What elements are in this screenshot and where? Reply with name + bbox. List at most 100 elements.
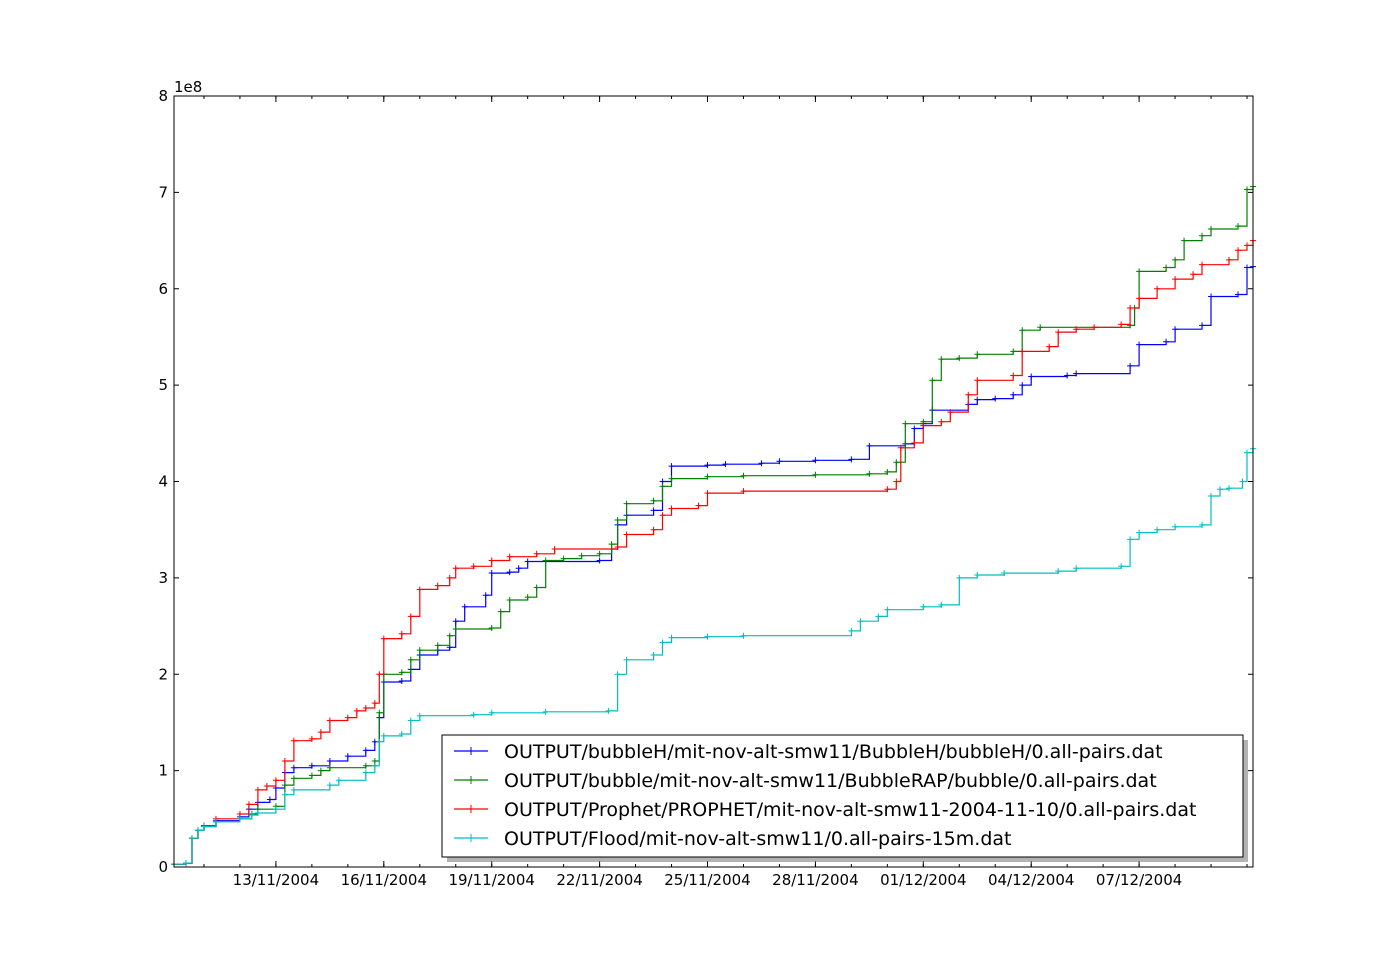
data-point bbox=[461, 603, 468, 610]
data-point bbox=[398, 677, 405, 684]
data-point bbox=[380, 635, 387, 642]
data-point bbox=[245, 801, 252, 808]
data-point bbox=[893, 478, 900, 485]
data-point bbox=[1136, 268, 1143, 275]
data-point bbox=[650, 526, 657, 533]
data-point bbox=[992, 395, 999, 402]
data-point bbox=[1226, 256, 1233, 263]
data-point bbox=[1127, 362, 1134, 369]
data-point bbox=[1217, 486, 1224, 493]
data-point bbox=[376, 738, 383, 745]
data-point bbox=[362, 704, 369, 711]
data-point bbox=[488, 709, 495, 716]
data-point bbox=[254, 786, 261, 793]
legend-marker bbox=[467, 834, 475, 842]
y-tick-label: 0 bbox=[158, 858, 168, 876]
data-point bbox=[1073, 565, 1080, 572]
data-point bbox=[434, 642, 441, 649]
data-point bbox=[848, 627, 855, 634]
data-point bbox=[560, 555, 567, 562]
data-point bbox=[1028, 373, 1035, 380]
legend-entry-3: OUTPUT/Prophet/PROPHET/mit-nov-alt-smw11… bbox=[454, 799, 1196, 821]
data-point bbox=[290, 786, 297, 793]
legend-marker bbox=[467, 747, 475, 755]
legend-label: OUTPUT/bubble/mit-nov-alt-smw11/BubbleRA… bbox=[504, 770, 1157, 792]
data-point bbox=[1172, 326, 1179, 333]
data-point bbox=[533, 550, 540, 557]
data-point bbox=[758, 460, 765, 467]
data-point bbox=[200, 823, 207, 830]
data-point bbox=[1055, 329, 1062, 336]
data-point bbox=[1118, 563, 1125, 570]
data-point bbox=[254, 810, 261, 817]
data-point bbox=[740, 488, 747, 495]
data-point bbox=[434, 582, 441, 589]
x-tick-label: 19/11/2004 bbox=[448, 871, 534, 889]
data-point bbox=[506, 553, 513, 560]
data-point bbox=[362, 762, 369, 769]
data-point bbox=[542, 708, 549, 715]
data-point bbox=[488, 624, 495, 631]
data-point bbox=[1244, 242, 1251, 249]
data-point bbox=[407, 656, 414, 663]
data-point bbox=[1208, 225, 1215, 232]
data-point bbox=[956, 355, 963, 362]
data-point bbox=[704, 462, 711, 469]
data-point bbox=[1073, 370, 1080, 377]
data-point bbox=[911, 439, 918, 446]
legend-frame bbox=[441, 734, 1244, 858]
data-point bbox=[362, 769, 369, 776]
data-point bbox=[1154, 526, 1161, 533]
data-point bbox=[326, 764, 333, 771]
legend-entry-2: OUTPUT/bubble/mit-nov-alt-smw11/BubbleRA… bbox=[454, 770, 1157, 792]
data-point bbox=[1136, 295, 1143, 302]
data-point bbox=[1199, 232, 1206, 239]
y-offset-text: 1e8 bbox=[174, 78, 202, 96]
x-tick-label: 07/12/2004 bbox=[1096, 871, 1182, 889]
data-point bbox=[623, 500, 630, 507]
data-point bbox=[965, 391, 972, 398]
data-point bbox=[416, 586, 423, 593]
data-point bbox=[515, 565, 522, 572]
data-point bbox=[1172, 523, 1179, 530]
data-point bbox=[650, 497, 657, 504]
y-tick-label: 4 bbox=[158, 473, 168, 491]
data-point bbox=[376, 709, 383, 716]
legend-marker bbox=[467, 776, 475, 784]
data-point bbox=[848, 456, 855, 463]
data-point bbox=[524, 594, 531, 601]
axis-ticks: 0 1 2 3 4 5 6 7 8 13/11/2004 16/11/2004 19/11/2004 2… bbox=[158, 87, 1253, 889]
legend-label: OUTPUT/Flood/mit-nov-alt-smw11/0.all-pai… bbox=[504, 828, 1011, 850]
x-tick-label: 13/11/2004 bbox=[233, 871, 319, 889]
data-point bbox=[650, 507, 657, 514]
data-point bbox=[290, 775, 297, 782]
data-point bbox=[812, 471, 819, 478]
data-point bbox=[1181, 237, 1188, 244]
data-point bbox=[776, 458, 783, 465]
data-point bbox=[362, 747, 369, 754]
data-point bbox=[1208, 293, 1215, 300]
data-point bbox=[290, 764, 297, 771]
data-point bbox=[1127, 305, 1134, 312]
data-point bbox=[1091, 324, 1098, 331]
data-point bbox=[317, 729, 324, 736]
data-point bbox=[1010, 372, 1017, 379]
y-tick-label: 2 bbox=[158, 665, 168, 683]
data-point bbox=[596, 550, 603, 557]
data-point bbox=[488, 570, 495, 577]
y-tick-label: 5 bbox=[158, 376, 168, 394]
x-tick-label: 01/12/2004 bbox=[880, 871, 966, 889]
data-point bbox=[650, 651, 657, 658]
data-point bbox=[1073, 326, 1080, 333]
data-point bbox=[248, 811, 255, 818]
data-point bbox=[1235, 223, 1242, 230]
data-point bbox=[608, 541, 615, 548]
data-point bbox=[1019, 348, 1026, 355]
series-4 bbox=[171, 445, 1256, 868]
data-point bbox=[416, 712, 423, 719]
data-point bbox=[1019, 382, 1026, 389]
data-point bbox=[1190, 271, 1197, 278]
data-point bbox=[884, 606, 891, 613]
data-point bbox=[1235, 291, 1242, 298]
